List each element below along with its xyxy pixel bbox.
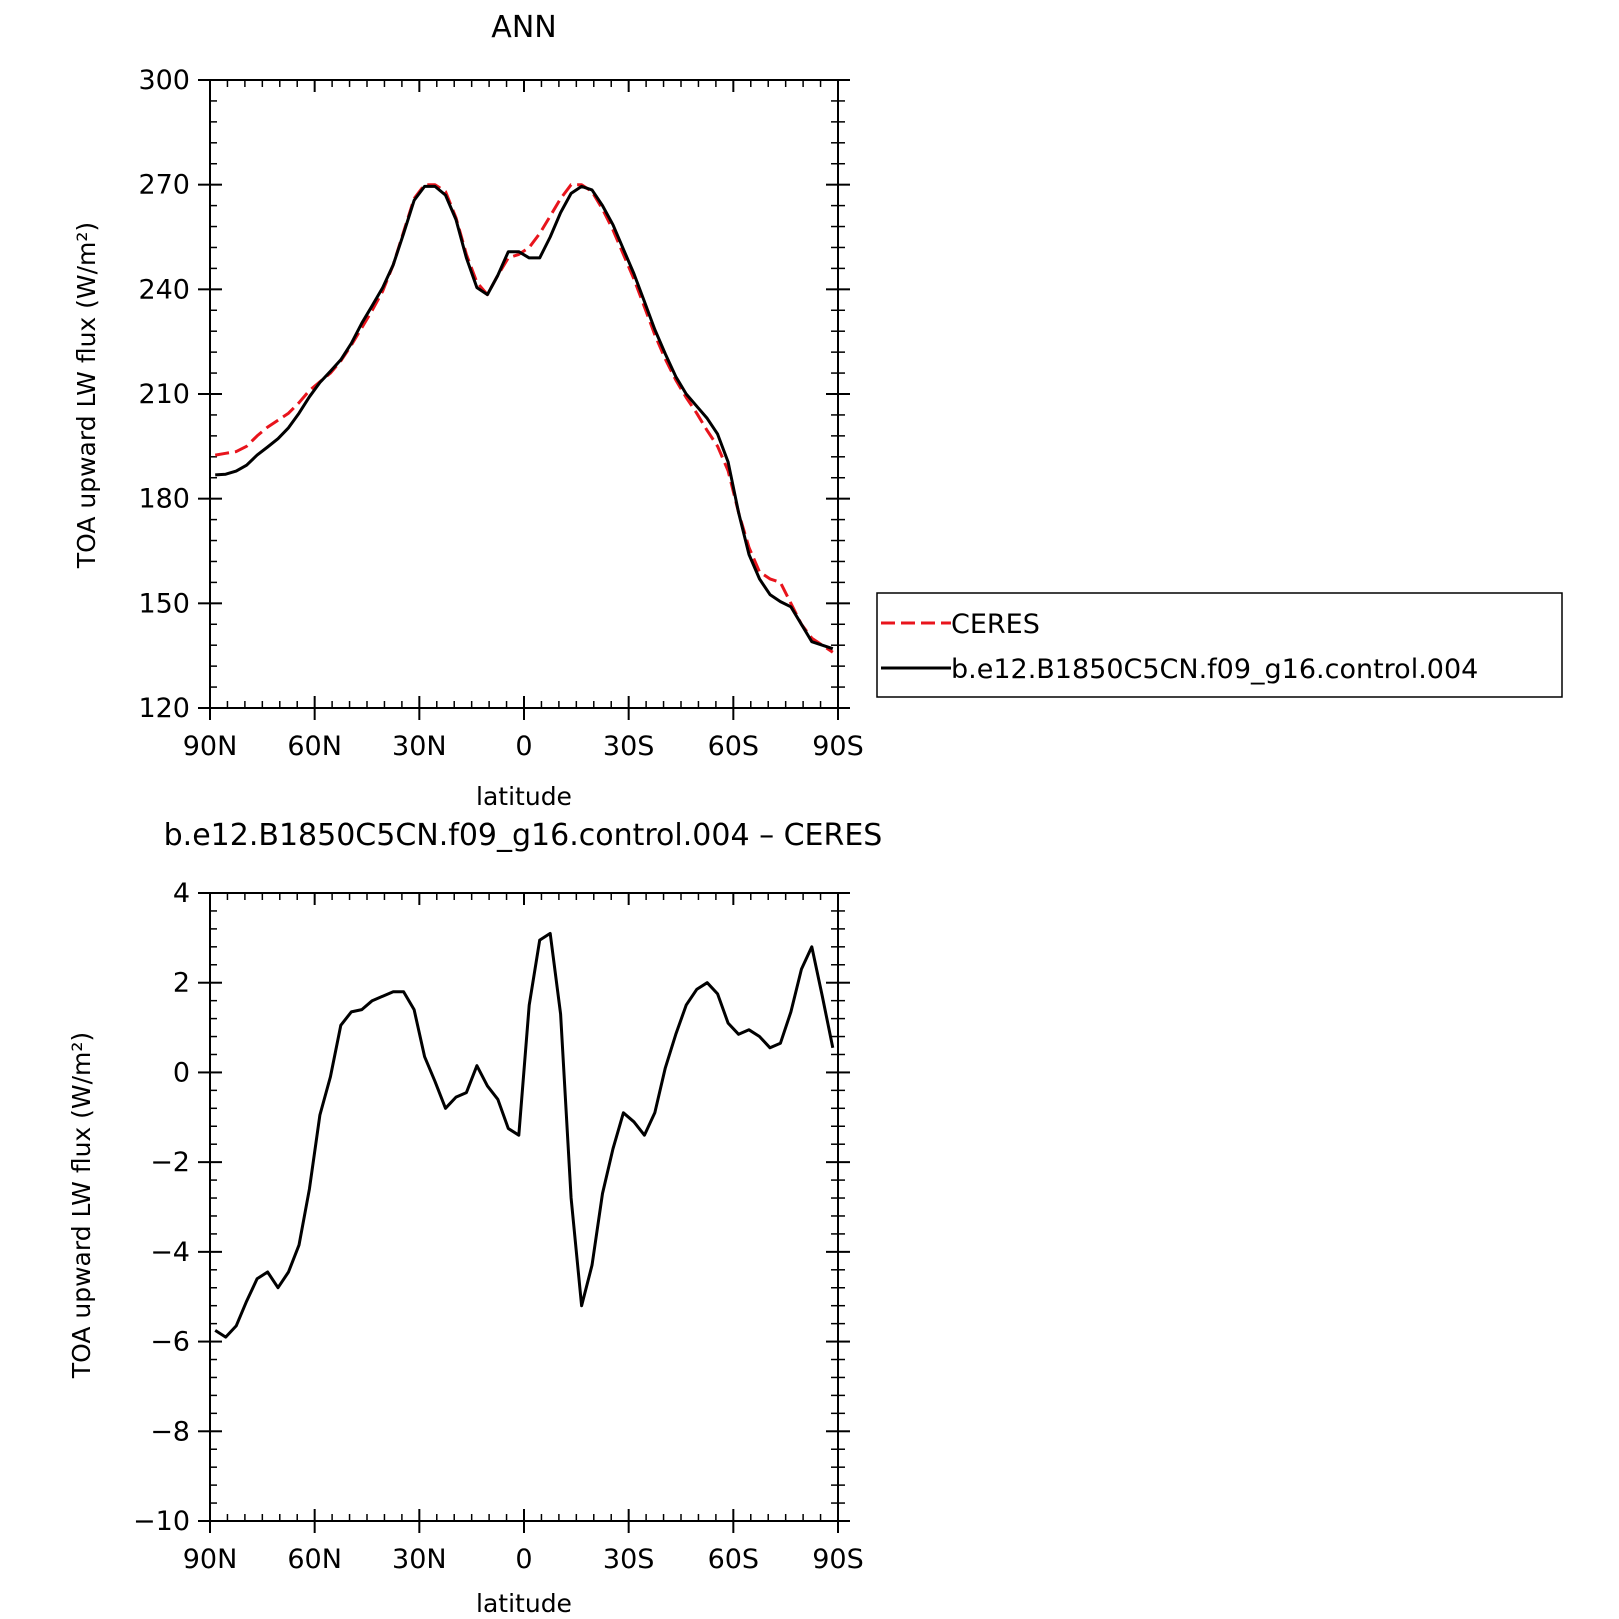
bottom-xtick-label: 60N	[287, 1544, 342, 1575]
top-xtick-label: 60N	[287, 731, 342, 762]
bottom-xtick-label: 30S	[603, 1544, 655, 1575]
top-xtick-label: 90N	[183, 731, 238, 762]
top-xtick-label: 0	[515, 731, 532, 762]
top-series-model-line	[215, 184, 834, 651]
bottom-plot-area: −10 −8 −6 −4 −2 0 2 4 90N 60N 30N 0 30S 60S 90S	[133, 878, 864, 1575]
bottom-series-difference-line	[214, 931, 835, 1339]
top-ytick-label: 300	[138, 65, 190, 96]
bottom-chart-title: b.e12.B1850C5CN.f09_g16.control.004 – CE…	[164, 818, 883, 853]
bottom-xtick-label: 90N	[183, 1544, 238, 1575]
top-ytick-label: 270	[138, 170, 190, 201]
bottom-y-axis-title: TOA upward LW flux (W/m²)	[67, 1032, 96, 1379]
top-x-axis-title: latitude	[476, 782, 572, 811]
bottom-xtick-label: 30N	[392, 1544, 447, 1575]
bottom-ytick-label: −4	[150, 1237, 190, 1268]
top-plot-frame	[209, 79, 839, 709]
bottom-panel: b.e12.B1850C5CN.f09_g16.control.004 – CE…	[67, 818, 882, 1618]
bottom-x-axis-title: latitude	[476, 1589, 572, 1618]
bottom-xtick-label: 90S	[812, 1544, 864, 1575]
top-ytick-label: 120	[138, 693, 190, 724]
top-ytick-label: 210	[138, 379, 190, 410]
top-xtick-label: 30N	[392, 731, 447, 762]
top-panel: ANN 120 150 180 210 240 270 300 90N 60N 30N 0 30S 60…	[72, 10, 864, 811]
legend-label-ceres: CERES	[951, 609, 1040, 640]
bottom-ytick-label: −10	[133, 1506, 190, 1537]
top-y-axis-title: TOA upward LW flux (W/m²)	[72, 222, 101, 569]
top-ytick-label: 150	[138, 588, 190, 619]
top-xtick-label: 30S	[603, 731, 655, 762]
bottom-plot-frame	[209, 892, 839, 1522]
top-xtick-label: 60S	[708, 731, 760, 762]
top-xtick-label: 90S	[812, 731, 864, 762]
bottom-xtick-label: 0	[515, 1544, 532, 1575]
bottom-ytick-label: −2	[150, 1147, 190, 1178]
bottom-ytick-label: −8	[150, 1416, 190, 1447]
bottom-ytick-label: 0	[173, 1057, 190, 1088]
bottom-ytick-label: 4	[173, 878, 190, 909]
bottom-xtick-label: 60S	[708, 1544, 760, 1575]
top-ytick-label: 240	[138, 274, 190, 305]
legend-label-model: b.e12.B1850C5CN.f09_g16.control.004	[951, 654, 1478, 685]
bottom-ytick-label: 2	[173, 968, 190, 999]
legend-box	[876, 592, 1563, 698]
bottom-ytick-label: −6	[150, 1327, 190, 1358]
top-ytick-label: 180	[138, 484, 190, 515]
top-plot-area: 120 150 180 210 240 270 300 90N 60N 30N 0 30S 60S 90S	[138, 65, 863, 762]
top-chart-title: ANN	[491, 10, 556, 45]
legend: CERES b.e12.B1850C5CN.f09_g16.control.00…	[876, 592, 1563, 698]
